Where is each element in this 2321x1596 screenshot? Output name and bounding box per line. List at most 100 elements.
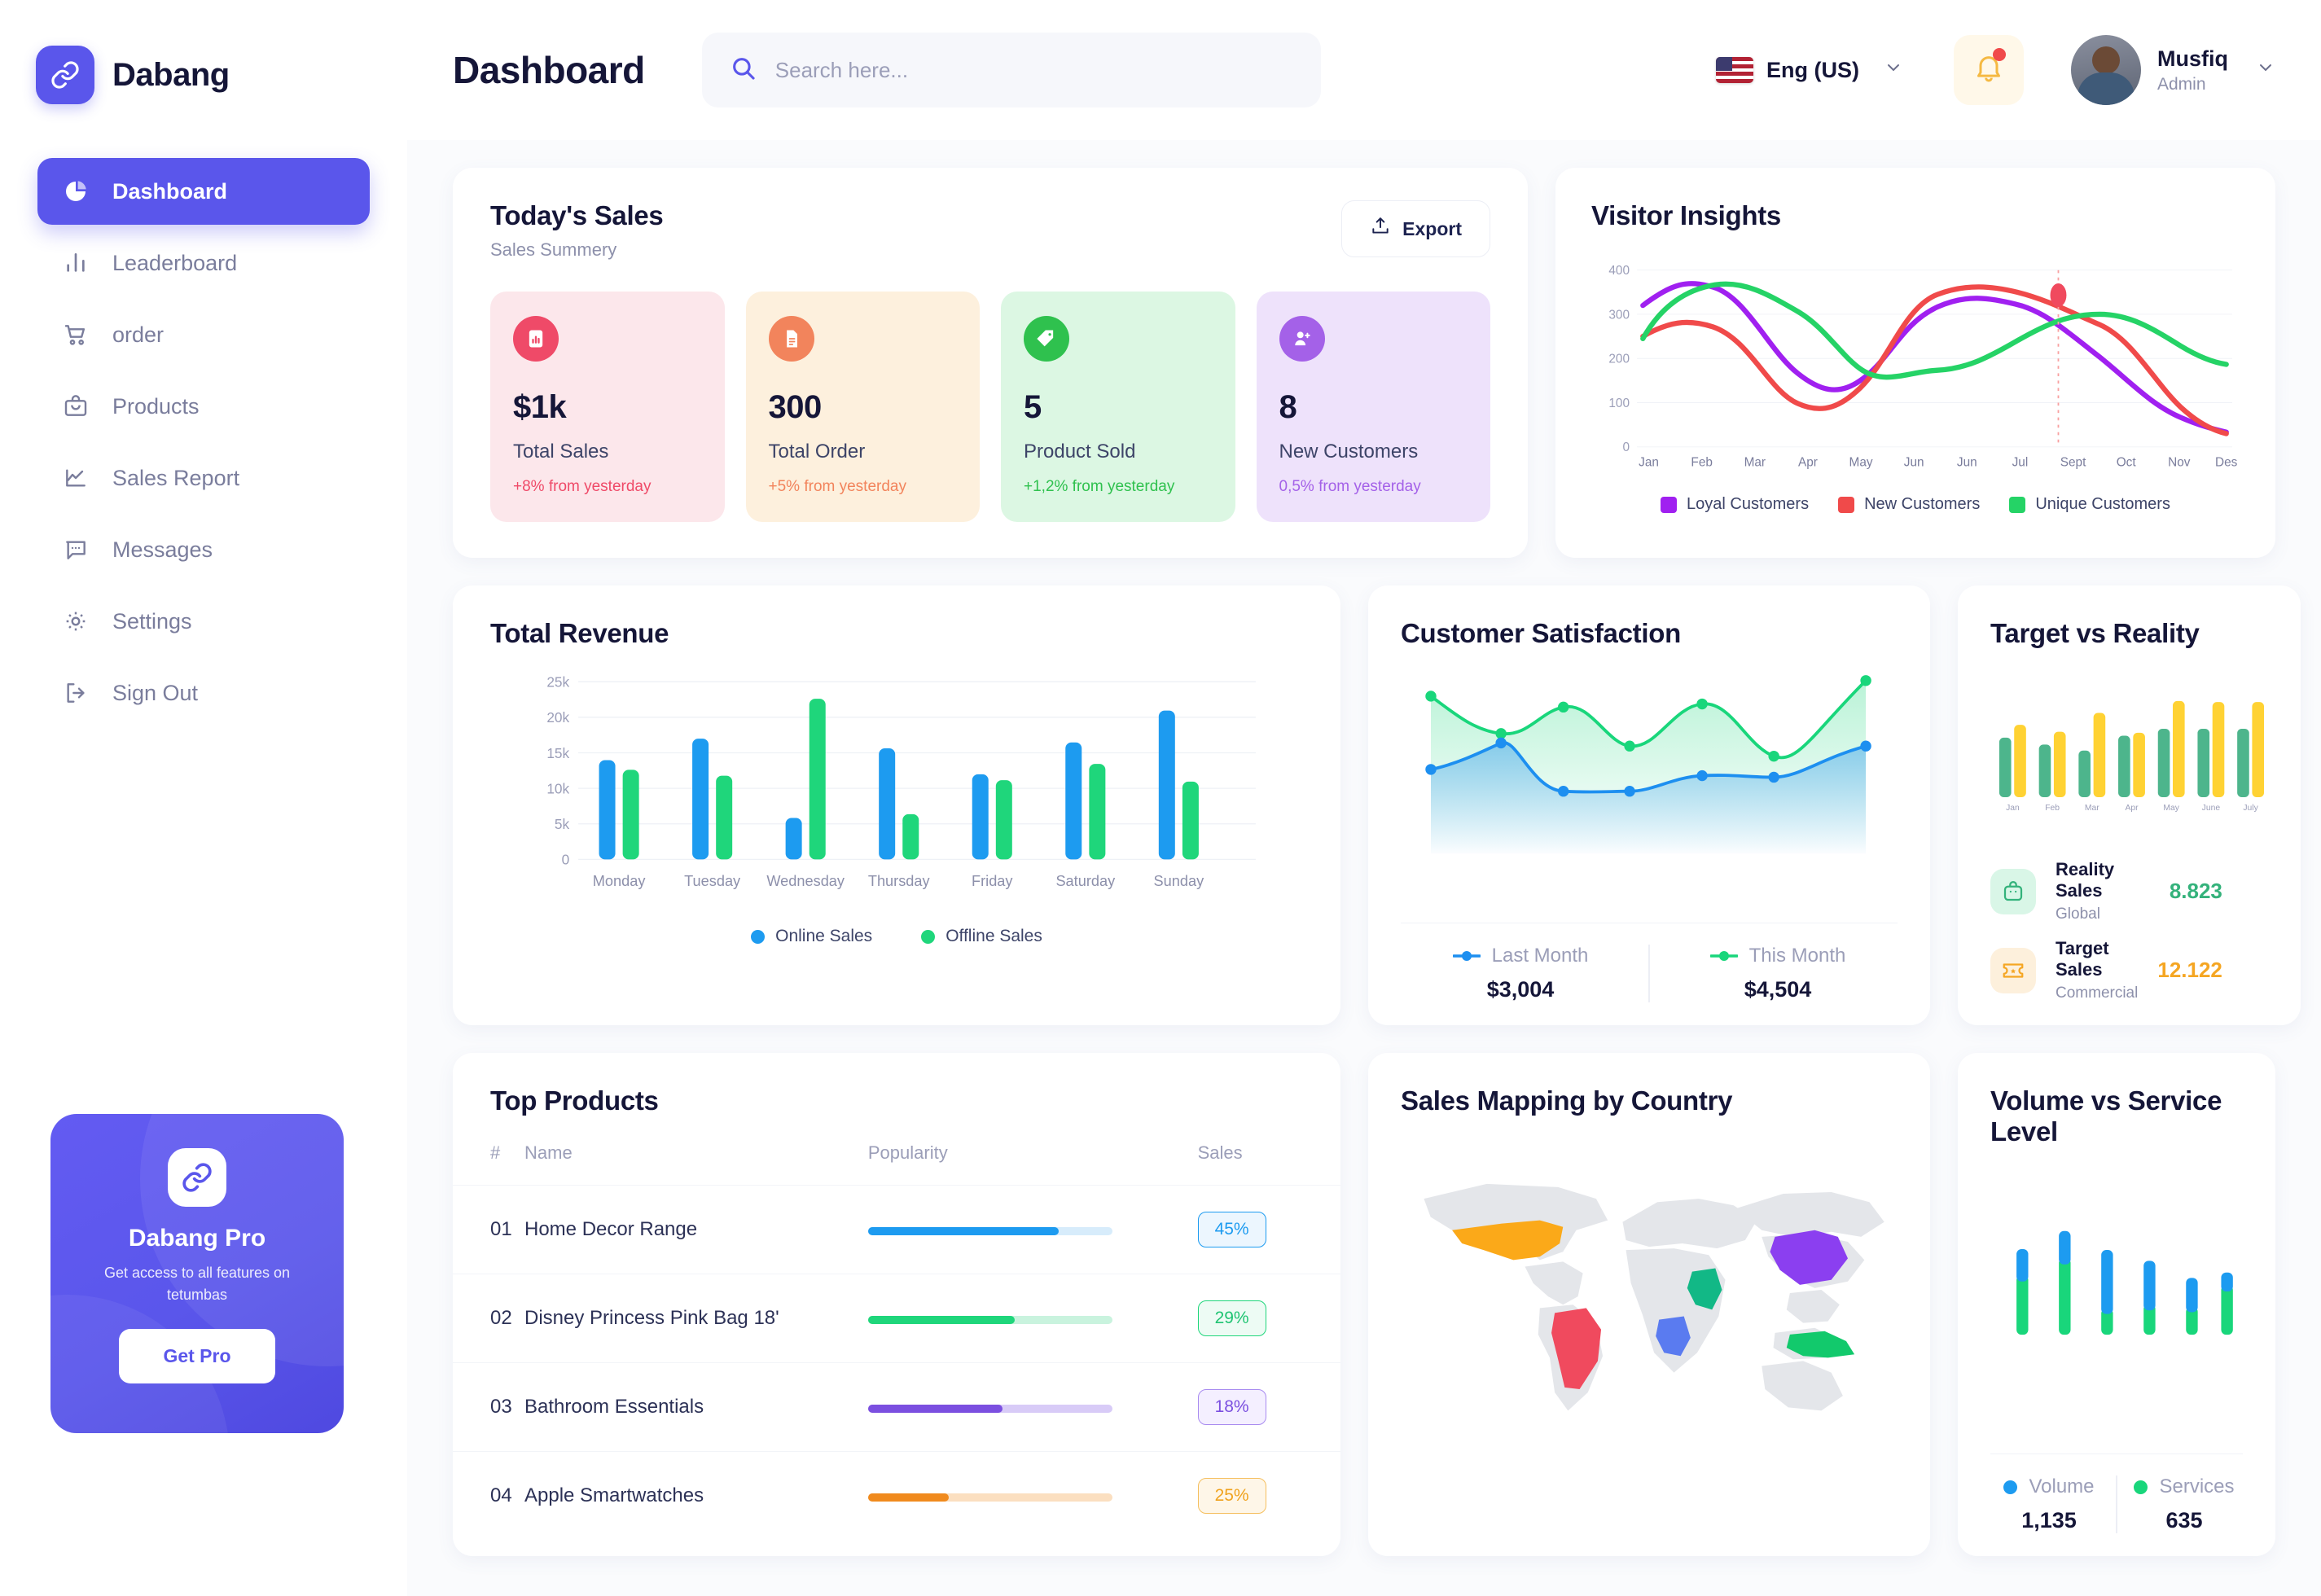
divider [2116, 1475, 2117, 1533]
sidebar-item-leaderboard[interactable]: Leaderboard [37, 230, 370, 296]
country-saudi [1687, 1268, 1722, 1310]
country-brazil [1551, 1308, 1602, 1389]
row-sales: 29% [1197, 1274, 1340, 1363]
table-row[interactable]: 02 Disney Princess Pink Bag 18' 29% [453, 1274, 1340, 1363]
avatar [2071, 35, 2141, 105]
metric-value: 635 [2165, 1508, 2203, 1532]
target-vs-reality-card: Target vs Reality Jan Feb Mar Apr [1958, 585, 2301, 1025]
metric-value: $3,004 [1486, 977, 1555, 1002]
svg-text:July: July [2243, 804, 2258, 813]
chevron-down-icon [2256, 58, 2275, 82]
sidebar-item-dashboard[interactable]: Dashboard [37, 158, 370, 225]
row-sales: 45% [1197, 1185, 1340, 1274]
stat-card: 8 New Customers 0,5% from yesterday [1256, 292, 1490, 522]
sales-mapping-card: Sales Mapping by Country [1368, 1053, 1930, 1556]
sidebar-item-label: Sales Report [112, 465, 240, 490]
svg-text:Jun: Jun [1904, 455, 1924, 469]
row-popularity [867, 1185, 1198, 1274]
sidebar-item-products[interactable]: Products [37, 373, 370, 440]
export-button[interactable]: Export [1341, 200, 1490, 257]
sidebar-item-messages[interactable]: Messages [37, 516, 370, 583]
svg-text:May: May [2163, 804, 2179, 813]
legend-item: Online Sales [751, 927, 872, 946]
language-selector[interactable]: Eng (US) [1716, 57, 1903, 83]
svg-text:0: 0 [562, 852, 570, 868]
legend-title: Reality Sales [2056, 859, 2115, 901]
svg-text:Oct: Oct [2117, 455, 2137, 469]
sidebar-item-settings[interactable]: Settings [37, 588, 370, 655]
table-header-row: # Name Popularity Sales [453, 1142, 1340, 1186]
volume-service-card: Volume vs Service Level [1958, 1053, 2275, 1556]
sidebar-item-sign-out[interactable]: Sign Out [37, 660, 370, 726]
profile-role: Admin [2157, 75, 2206, 94]
sidebar-item-label: Settings [112, 608, 192, 634]
table-row[interactable]: 04 Apple Smartwatches 25% [453, 1451, 1340, 1540]
profile-name: Musfiq [2157, 46, 2228, 71]
get-pro-button[interactable]: Get Pro [119, 1329, 275, 1383]
svg-text:Feb: Feb [2045, 804, 2060, 813]
stat-label: Product Sold [1024, 441, 1136, 463]
row-popularity [867, 1362, 1198, 1452]
sidebar-item-label: Dashboard [112, 178, 228, 204]
row-2: Total Revenue 25k 20k 15k 10k 5k 0 [453, 585, 2301, 1025]
visitor-insights-chart: 400 300 200 100 0 Jan Feb Mar Apr May Jun Jun Ju… [1608, 264, 2238, 469]
chat-icon [60, 534, 91, 565]
search-box[interactable] [701, 33, 1321, 107]
card-title: Customer Satisfaction [1401, 618, 1681, 648]
profile-menu[interactable]: Musfiq Admin [2071, 35, 2275, 105]
legend-reality-sales: Reality Sales Global 8.823 [1990, 859, 2268, 923]
progress-fill [867, 1316, 1015, 1324]
sidebar-item-order[interactable]: order [37, 301, 370, 368]
row-number: 02 [453, 1274, 524, 1363]
todays-sales-card: Today's Sales Sales Summery Export [453, 168, 1528, 558]
progress-fill [867, 1227, 1059, 1235]
pie-chart-icon [60, 176, 91, 207]
search-input[interactable] [774, 57, 1293, 83]
customer-satisfaction-chart [1425, 675, 1871, 854]
stat-delta: 0,5% from yesterday [1279, 478, 1421, 495]
line-chart-icon [60, 463, 91, 493]
legend-swatch [2009, 496, 2026, 513]
svg-text:Thursday: Thursday [868, 873, 931, 889]
stat-label: Total Sales [513, 441, 609, 463]
stat-value: 300 [768, 389, 823, 425]
svg-text:Monday: Monday [593, 873, 647, 889]
table-row[interactable]: 01 Home Decor Range 45% [453, 1185, 1340, 1274]
svg-text:Friday: Friday [972, 873, 1013, 889]
svg-text:Mar: Mar [1744, 455, 1766, 469]
notification-dot [1993, 48, 2006, 61]
footer-metric: Last Month $3,004 [1401, 945, 1640, 1002]
col-popularity: Popularity [867, 1142, 948, 1163]
target-vs-reality-chart: Jan Feb Mar Apr May June July [1999, 700, 2265, 813]
promo-subtitle: Get access to all features on tetumbas [103, 1265, 291, 1303]
metric-value: $4,504 [1744, 977, 1812, 1002]
notifications-button[interactable] [1954, 35, 2024, 105]
legend-title: Target Sales [2056, 938, 2109, 980]
svg-text:Des: Des [2215, 455, 2238, 469]
table-row[interactable]: 03 Bathroom Essentials 18% [453, 1362, 1340, 1452]
stat-delta: +5% from yesterday [768, 478, 907, 495]
stat-value: 8 [1279, 389, 1297, 425]
metric-label: This Month [1709, 945, 1845, 967]
svg-text:Jan: Jan [2006, 804, 2020, 813]
legend-label: Loyal Customers [1687, 495, 1810, 513]
row-3: Top Products # Name Popularity Sales [453, 1053, 2275, 1556]
progress-track [867, 1316, 1112, 1324]
stat-delta: +1,2% from yesterday [1024, 478, 1175, 495]
row-number: 01 [453, 1185, 524, 1274]
legend-value: 8.823 [2169, 879, 2222, 903]
sidebar-item-label: Messages [112, 537, 213, 562]
svg-text:Nov: Nov [2168, 455, 2191, 469]
total-revenue-chart: 25k 20k 15k 10k 5k 0 [546, 674, 1256, 889]
legend-swatch [1661, 496, 1678, 513]
svg-text:Sunday: Sunday [1154, 873, 1205, 889]
sidebar-item-sales-report[interactable]: Sales Report [37, 445, 370, 511]
us-flag-icon [1716, 57, 1753, 83]
sales-badge: 18% [1197, 1389, 1266, 1425]
search-icon [730, 55, 757, 86]
svg-text:10k: 10k [546, 780, 569, 796]
svg-text:Jul: Jul [2012, 455, 2029, 469]
stat-value: 5 [1024, 389, 1042, 425]
upload-icon [1370, 216, 1391, 242]
